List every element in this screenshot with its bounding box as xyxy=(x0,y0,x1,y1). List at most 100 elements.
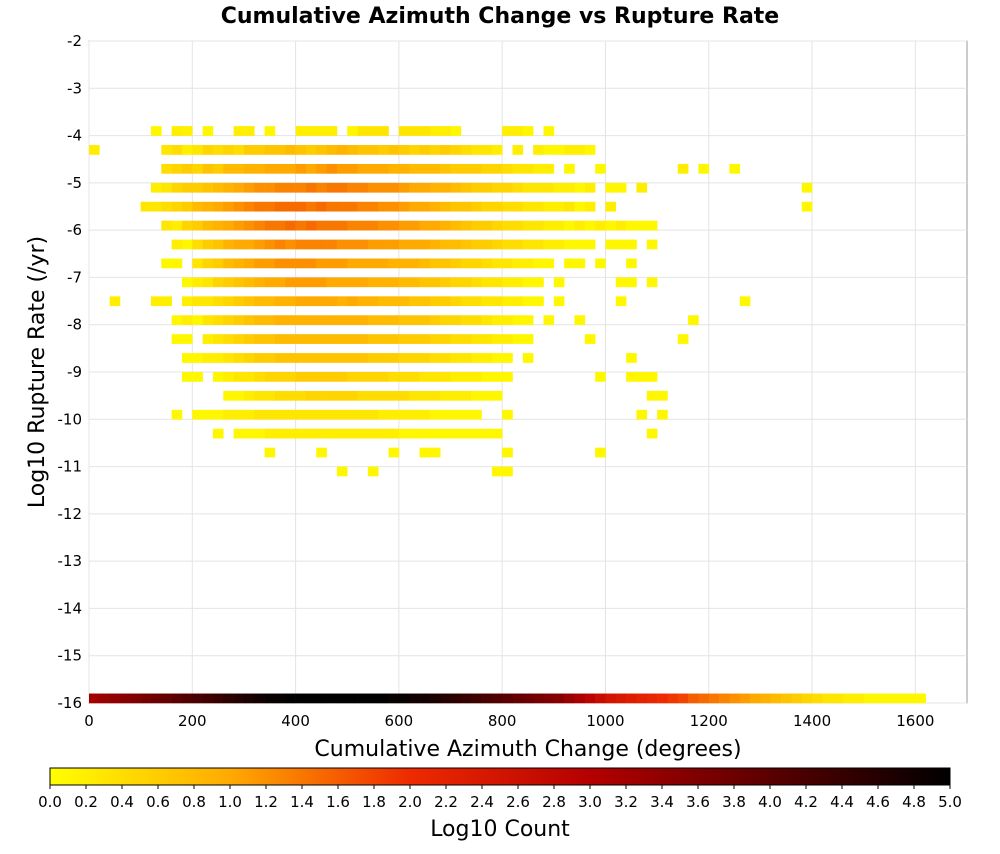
colorbar-tick-label: 1.4 xyxy=(290,793,314,811)
heatmap-cell xyxy=(202,201,214,212)
x-axis-ticks: 0 200 400 600 800 1000 1200 1400 1600 xyxy=(84,712,934,730)
heatmap-cell xyxy=(347,296,358,307)
heatmap-cell xyxy=(109,693,121,704)
heatmap-cell xyxy=(491,390,503,401)
heatmap-cell xyxy=(584,145,596,155)
heatmap-cell xyxy=(626,277,637,288)
heatmap-cell xyxy=(285,163,296,174)
heatmap-cell xyxy=(574,145,586,155)
heatmap-cell xyxy=(378,296,389,307)
heatmap-cell xyxy=(409,145,420,155)
heatmap-cell xyxy=(398,334,410,344)
heatmap-cell xyxy=(295,409,307,420)
heatmap-cell xyxy=(243,126,255,136)
heatmap-cell xyxy=(212,277,224,288)
heatmap-cell xyxy=(564,239,575,250)
heatmap-cell xyxy=(460,693,472,704)
heatmap-cell xyxy=(367,201,379,212)
heatmap-cell xyxy=(367,258,379,269)
heatmap-cell xyxy=(357,220,369,231)
heatmap-cell xyxy=(181,201,193,212)
heatmap-cell xyxy=(171,163,183,174)
heatmap-cell xyxy=(502,372,513,382)
heatmap-cell xyxy=(481,145,493,155)
heatmap-cell xyxy=(223,220,234,231)
heatmap-cell xyxy=(285,372,296,382)
heatmap-cell xyxy=(398,182,410,193)
y-tick-label: -11 xyxy=(58,458,83,476)
heatmap-cell xyxy=(223,372,234,382)
x-tick-label: 1600 xyxy=(896,712,934,730)
heatmap-cell xyxy=(243,239,255,250)
y-tick-label: -12 xyxy=(58,505,83,523)
heatmap-cell xyxy=(491,693,503,704)
heatmap-cell xyxy=(305,372,317,382)
heatmap-cell xyxy=(502,447,513,458)
heatmap-cell xyxy=(677,334,689,344)
heatmap-cell xyxy=(832,693,844,704)
colorbar-tick-label: 2.4 xyxy=(470,793,494,811)
heatmap-cell xyxy=(233,693,245,704)
heatmap-cell xyxy=(884,693,895,704)
y-tick-label: -10 xyxy=(58,410,83,428)
heatmap-cell xyxy=(347,258,358,269)
y-tick-label: -2 xyxy=(67,32,82,50)
heatmap-cell xyxy=(212,145,224,155)
heatmap-cell xyxy=(657,390,668,401)
heatmap-cell xyxy=(605,182,617,193)
heatmap-cell xyxy=(295,693,307,704)
colorbar-tick-label: 4.4 xyxy=(830,793,854,811)
heatmap-cell xyxy=(409,390,420,401)
heatmap-cell xyxy=(502,239,513,250)
heatmap-cell xyxy=(181,239,193,250)
heatmap-cell xyxy=(192,296,203,307)
heatmap-cell xyxy=(419,201,431,212)
heatmap-cell xyxy=(460,390,472,401)
heatmap-cell xyxy=(326,258,338,269)
heatmap-cell xyxy=(419,258,431,269)
heatmap-cell xyxy=(274,693,286,704)
heatmap-cell xyxy=(305,182,317,193)
heatmap-cell xyxy=(398,409,410,420)
heatmap-cell xyxy=(429,296,441,307)
heatmap-cell xyxy=(285,220,296,231)
heatmap-cell xyxy=(471,372,482,382)
heatmap-cell xyxy=(409,693,420,704)
heatmap-cell xyxy=(522,126,534,136)
heatmap-cell xyxy=(522,277,534,288)
heatmap-cell xyxy=(429,428,441,439)
heatmap-cell xyxy=(326,163,338,174)
heatmap-cell xyxy=(150,201,162,212)
heatmap-cell xyxy=(522,315,534,326)
heatmap-cell xyxy=(522,353,534,363)
heatmap-cell xyxy=(326,239,338,250)
heatmap-cell xyxy=(357,372,369,382)
heatmap-cell xyxy=(512,201,524,212)
heatmap-cell xyxy=(254,277,265,288)
heatmap-cell xyxy=(171,126,183,136)
heatmap-cell xyxy=(564,182,575,193)
heatmap-cell xyxy=(264,693,276,704)
heatmap-cell xyxy=(543,145,555,155)
heatmap-cell xyxy=(471,334,482,344)
heatmap-cell xyxy=(357,239,369,250)
heatmap-cell xyxy=(574,693,586,704)
heatmap-cell xyxy=(357,315,369,326)
heatmap-cell xyxy=(285,201,296,212)
heatmap-cell xyxy=(770,693,782,704)
heatmap-cell xyxy=(326,315,338,326)
heatmap-cell xyxy=(181,145,193,155)
heatmap-cell xyxy=(429,315,441,326)
heatmap-cell xyxy=(615,296,627,307)
heatmap-cell xyxy=(605,239,617,250)
heatmap-cell xyxy=(409,258,420,269)
x-tick-label: 400 xyxy=(281,712,310,730)
heatmap-cell xyxy=(274,182,286,193)
heatmap-cell xyxy=(450,145,462,155)
heatmap-cell xyxy=(233,220,245,231)
heatmap-cell xyxy=(440,296,451,307)
heatmap-cell xyxy=(161,258,172,269)
heatmap-cell xyxy=(419,239,431,250)
colorbar-label: Log10 Count xyxy=(430,817,570,842)
heatmap-cell xyxy=(336,428,348,439)
